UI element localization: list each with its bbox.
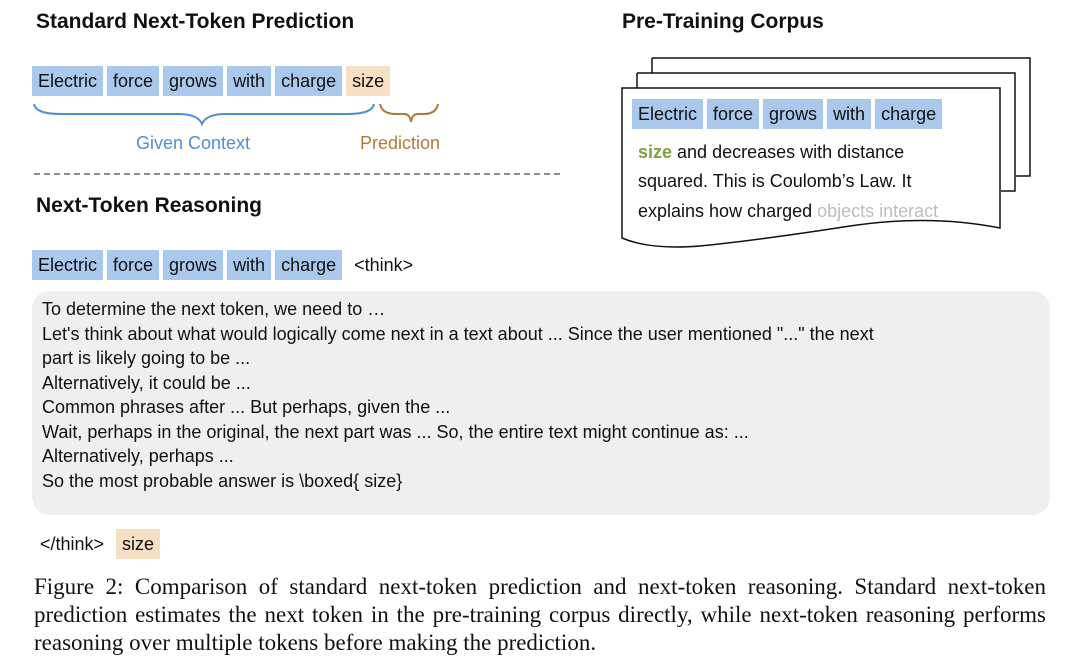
context-token: with [227, 250, 272, 280]
context-token: with [227, 66, 272, 96]
context-token: grows [163, 66, 224, 96]
corpus-line-2: squared. This is Coulomb’s Law. It [638, 171, 912, 191]
corpus-title: Pre-Training Corpus [622, 10, 824, 33]
context-token: force [107, 250, 160, 280]
context-token: force [107, 66, 160, 96]
given-context-label: Given Context [136, 133, 251, 153]
think-open-tag: <think> [354, 255, 414, 275]
corpus-token: charge [875, 99, 943, 129]
standard-token-row: Electric force grows with charge size [32, 66, 391, 96]
figure-caption: Figure 2: Comparison of standard next-to… [34, 574, 1046, 655]
reasoning-title: Next-Token Reasoning [36, 194, 262, 217]
corpus-line-1-text: and decreases with distance [672, 142, 905, 162]
corpus-document-stack [621, 57, 1031, 248]
reasoning-line: Let's think about what would logically c… [42, 323, 874, 344]
reasoning-line: Alternatively, it could be ... [42, 372, 251, 393]
reasoning-line: So the most probable answer is \boxed{ s… [42, 470, 403, 491]
reasoning-line: Wait, perhaps in the original, the next … [42, 421, 749, 442]
context-token: Electric [32, 66, 104, 96]
context-token: charge [275, 250, 343, 280]
context-token: Electric [32, 250, 104, 280]
reasoning-line: part is likely going to be ... [42, 348, 251, 368]
corpus-line-3-text: explains how charged [638, 201, 818, 221]
corpus-token: force [707, 99, 760, 129]
prediction-brace [379, 103, 439, 123]
corpus-line-1: size and decreases with distance [638, 138, 904, 168]
context-brace [33, 103, 439, 127]
reasoning-line: To determine the next token, we need to … [42, 299, 386, 319]
prediction-label: Prediction [360, 133, 441, 153]
reasoning-line: Common phrases after ... But perhaps, gi… [42, 397, 451, 417]
context-token: grows [163, 250, 224, 280]
corpus-token: grows [763, 99, 824, 129]
corpus-line-3: explains how charged objects interact [638, 197, 990, 227]
think-close-tag: </think> [40, 534, 105, 554]
corpus-keyword: size [638, 142, 673, 162]
reasoning-line: Alternatively, perhaps ... [42, 446, 234, 466]
corpus-token: Electric [632, 99, 704, 129]
reasoning-token-row: Electric force grows with charge <think> [32, 250, 413, 280]
answer-token: size [116, 529, 161, 559]
answer-row: </think> size [40, 529, 161, 559]
section-divider [34, 173, 560, 175]
corpus-faded-text: objects interact [817, 201, 939, 221]
standard-prediction-title: Standard Next-Token Prediction [36, 10, 355, 33]
reasoning-box: To determine the next token, we need to … [32, 291, 1050, 515]
corpus-token-row: Electric force grows with charge [632, 99, 943, 129]
prediction-token: size [346, 66, 391, 96]
context-token: charge [275, 66, 343, 96]
corpus-token: with [827, 99, 872, 129]
